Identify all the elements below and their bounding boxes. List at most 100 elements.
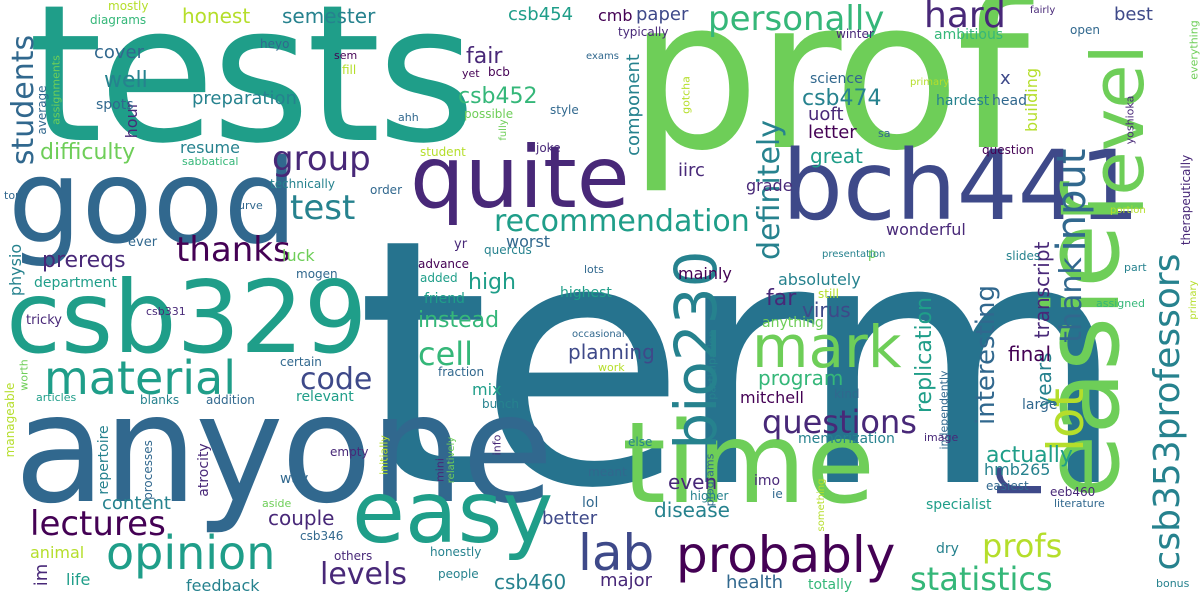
word-worst: worst bbox=[506, 232, 551, 251]
word-eeb460: eeb460 bbox=[1050, 485, 1096, 499]
word-specialist: specialist bbox=[926, 497, 992, 513]
word-curve: curve bbox=[232, 199, 263, 212]
word-sem: sem bbox=[334, 49, 358, 62]
word-bonus: bonus bbox=[1156, 577, 1190, 590]
word-im: im bbox=[31, 563, 52, 587]
word-memorization: memorization bbox=[798, 431, 895, 447]
word-difficulty: difficulty bbox=[40, 140, 136, 165]
word-input: input bbox=[1049, 148, 1095, 252]
word-great: great bbox=[810, 144, 863, 168]
word-else: else bbox=[628, 435, 653, 449]
word-style: style bbox=[550, 103, 579, 117]
word-cell: cell bbox=[418, 335, 474, 373]
word-prereqs: prereqs bbox=[42, 248, 126, 273]
word-lol: lol bbox=[582, 495, 599, 511]
word-manageable: manageable bbox=[3, 382, 17, 458]
word-anyone: anyone bbox=[14, 363, 554, 537]
word-technically: technically bbox=[270, 177, 335, 191]
word-bunch: bunch bbox=[482, 397, 520, 411]
word-heyo: heyo bbox=[260, 37, 290, 51]
word-personally: personally bbox=[708, 0, 885, 39]
word-fair: fair bbox=[466, 44, 503, 69]
word-preparation: preparation bbox=[192, 88, 297, 109]
word-people: people bbox=[438, 567, 479, 581]
word-disease: disease bbox=[654, 498, 730, 522]
word-imo: imo bbox=[754, 473, 781, 489]
word-csb329: csb329 bbox=[6, 259, 368, 376]
word-term: term bbox=[356, 167, 1127, 563]
word-articles: articles bbox=[36, 391, 77, 404]
word-tricky: tricky bbox=[26, 313, 62, 328]
word-best: best bbox=[1114, 4, 1153, 25]
word-even: even bbox=[668, 470, 718, 494]
word-feedback: feedback bbox=[186, 576, 260, 595]
word-typically: typically bbox=[618, 25, 669, 39]
word-luck: luck bbox=[282, 246, 315, 265]
word-high: high bbox=[468, 270, 516, 295]
word-therapeutically: therapeutically bbox=[1179, 154, 1193, 246]
word-csb346: csb346 bbox=[300, 529, 344, 543]
word-bch441: bch441 bbox=[782, 130, 1140, 242]
word-science: science bbox=[810, 71, 863, 87]
word-aside: aside bbox=[262, 497, 292, 510]
word-higher: higher bbox=[690, 489, 729, 503]
word-tests: tests bbox=[28, 0, 476, 185]
word-mix: mix bbox=[472, 380, 502, 399]
word-presentation: presentation bbox=[822, 249, 886, 260]
word-virus: virus bbox=[802, 298, 851, 322]
word-average: average bbox=[35, 85, 49, 135]
word-totally: totally bbox=[808, 577, 853, 593]
word-lectures: lectures bbox=[30, 504, 166, 544]
word-mini: mini bbox=[433, 458, 447, 482]
word-fully: fully bbox=[498, 119, 509, 141]
word-csb454: csb454 bbox=[508, 4, 574, 25]
word-student: student bbox=[420, 145, 466, 159]
word-advance: advance bbox=[418, 257, 470, 271]
word-winter: winter bbox=[836, 27, 874, 41]
word-life: life bbox=[66, 570, 91, 589]
word-yoshioka: yoshioka bbox=[1123, 95, 1137, 145]
word-x: x bbox=[1000, 68, 1011, 89]
word-couple: couple bbox=[268, 506, 335, 530]
word-p: p bbox=[868, 247, 877, 262]
word-atrocity: atrocity bbox=[196, 443, 212, 497]
word-material: material bbox=[44, 351, 236, 405]
word-mogen: mogen bbox=[296, 267, 338, 281]
word-part: part bbox=[1124, 261, 1147, 274]
word-csb353professors: csb353professors bbox=[1147, 253, 1188, 571]
word-honest: honest bbox=[182, 4, 251, 28]
word-grade: grade bbox=[746, 176, 793, 195]
word-kind: kind bbox=[834, 387, 860, 401]
word-questions: questions bbox=[762, 403, 917, 441]
word-yr: yr bbox=[454, 237, 468, 252]
word-literature: literature bbox=[1054, 497, 1105, 510]
word-others: others bbox=[334, 549, 373, 563]
word-image: image bbox=[924, 431, 959, 444]
word-worth: worth bbox=[17, 359, 31, 391]
word-lab: lab bbox=[578, 524, 655, 582]
word-occasional: occasional bbox=[572, 329, 625, 340]
word-relatively: relatively bbox=[446, 436, 457, 484]
word-recommendation: recommendation bbox=[494, 204, 750, 239]
word-code: code bbox=[300, 362, 373, 397]
word-mark: mark bbox=[752, 313, 902, 381]
word-question: question bbox=[982, 143, 1034, 157]
word-large: large bbox=[1022, 397, 1058, 413]
word-group: group bbox=[272, 139, 371, 179]
word-hardest: hardest bbox=[936, 93, 990, 109]
word-assignments: assignments bbox=[49, 55, 63, 125]
word-certain: certain bbox=[280, 355, 322, 369]
word-easy: easy bbox=[352, 463, 554, 563]
word-paper: paper bbox=[636, 4, 689, 25]
word-content: content bbox=[102, 493, 171, 514]
word-possible: possible bbox=[464, 107, 514, 121]
word-interesting: interesting bbox=[971, 285, 1001, 425]
word-primary-v: primary bbox=[1188, 280, 1199, 320]
word-letter: letter bbox=[808, 122, 857, 143]
word-cmb: cmb bbox=[598, 6, 633, 25]
word-order: order bbox=[370, 183, 402, 197]
word-program: program bbox=[758, 366, 844, 390]
word-planning: planning bbox=[568, 340, 655, 364]
word-semester: semester bbox=[282, 4, 376, 28]
word-diagrams: diagrams bbox=[90, 13, 147, 27]
